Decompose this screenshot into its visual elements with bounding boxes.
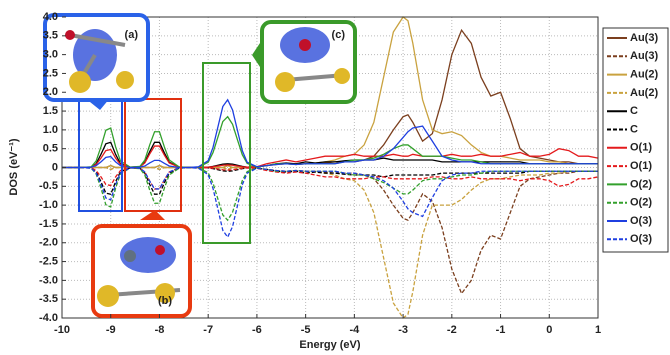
y-tick-label: -1.0 <box>39 199 58 211</box>
x-axis-label: Energy (eV) <box>299 339 360 351</box>
y-tick-label: -2.5 <box>39 255 58 267</box>
y-tick-label: -2.0 <box>39 237 58 249</box>
atom <box>155 245 165 255</box>
y-tick-label: 4.0 <box>43 11 58 23</box>
legend-label: Au(3) <box>630 50 658 62</box>
atom <box>69 71 91 93</box>
x-tick-label: -7 <box>203 324 213 336</box>
x-tick-label: -10 <box>54 324 70 336</box>
y-tick-label: 2.5 <box>43 67 58 79</box>
x-tick-label: 1 <box>595 324 601 336</box>
atom <box>299 39 311 51</box>
y-tick-label: -3.5 <box>39 293 58 305</box>
x-tick-label: -1 <box>496 324 506 336</box>
y-tick-label: 3.0 <box>43 49 58 61</box>
x-tick-label: -5 <box>301 324 311 336</box>
x-tick-label: -8 <box>155 324 165 336</box>
inset-b: (b) <box>93 210 190 316</box>
y-tick-label: 1.5 <box>43 105 58 117</box>
legend-label: O(1) <box>630 160 652 172</box>
legend-label: Au(2) <box>630 69 658 81</box>
atom <box>334 68 350 84</box>
y-tick-label: -0.5 <box>39 180 58 192</box>
legend-label: Au(2) <box>630 87 658 99</box>
y-axis-label: DOS (eV⁻¹) <box>8 138 20 195</box>
atom <box>65 30 75 40</box>
inset-c: (c) <box>252 22 355 102</box>
y-tick-label: 0 <box>52 161 58 173</box>
atom <box>97 285 119 307</box>
legend-label: Au(3) <box>630 32 658 44</box>
y-tick-label: 1.0 <box>43 124 58 136</box>
inset-label: (a) <box>125 29 139 41</box>
atom <box>275 72 295 92</box>
chart: (a) (b) (c) Au(3) Au(3) Au(2) Au(2) CC O(1) O(… <box>0 0 670 355</box>
inset-label: (c) <box>332 29 346 41</box>
legend-label: C <box>630 123 638 135</box>
y-tick-label: -3.0 <box>39 274 58 286</box>
x-tick-label: -4 <box>349 324 360 336</box>
highlight-box-b <box>125 99 181 211</box>
series-line <box>62 100 598 168</box>
legend-label: O(3) <box>630 233 652 245</box>
y-tick-label: -4.0 <box>39 312 58 324</box>
y-tick-label: -1.5 <box>39 218 58 230</box>
legend-label: O(1) <box>630 142 652 154</box>
y-tick-label: 0.5 <box>43 143 58 155</box>
inset-label: (b) <box>158 295 172 307</box>
legend-label: C <box>630 105 638 117</box>
inset-a: (a) <box>45 15 148 110</box>
atom <box>116 71 134 89</box>
y-tick-label: 3.5 <box>43 30 58 42</box>
y-tick-label: 2.0 <box>43 86 58 98</box>
legend-label: O(3) <box>630 215 652 227</box>
legend-label: O(2) <box>630 197 652 209</box>
x-tick-label: -3 <box>398 324 408 336</box>
x-tick-label: -9 <box>106 324 116 336</box>
atom <box>124 250 136 262</box>
x-tick-label: -6 <box>252 324 262 336</box>
x-tick-label: -2 <box>447 324 457 336</box>
x-tick-label: 0 <box>546 324 552 336</box>
legend-label: O(2) <box>630 178 652 190</box>
